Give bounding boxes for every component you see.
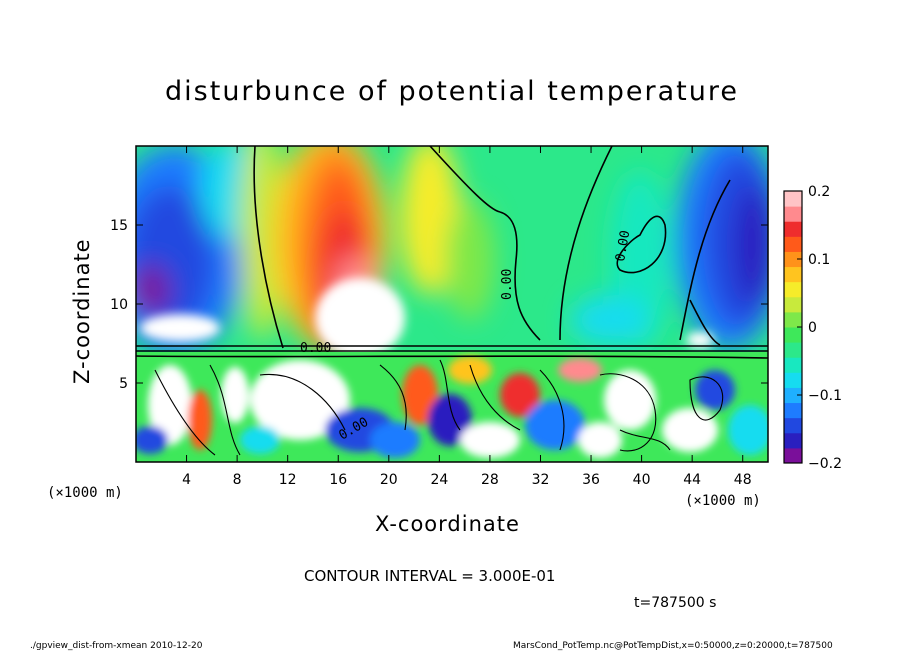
y-axis: 5 10 15 — [110, 218, 768, 392]
colorbar-swatch — [784, 357, 802, 373]
x-tick-label: 32 — [532, 472, 550, 488]
colorbar-swatch — [784, 402, 802, 419]
x-tick-label: 36 — [582, 472, 600, 488]
colorbar-swatch — [784, 417, 802, 434]
colorbar-tick-label: 0 — [808, 320, 817, 336]
contour-label: 0.00 — [300, 341, 331, 356]
colorbar-swatch — [784, 266, 802, 283]
contour-label: 0.00 — [500, 269, 515, 300]
x-tick-label: 40 — [633, 472, 651, 488]
heatmap-field — [136, 146, 768, 462]
colorbar-swatch — [784, 447, 802, 464]
contour-interval: CONTOUR INTERVAL = 3.000E-01 — [304, 567, 556, 585]
contour-label: 0.00 — [613, 229, 633, 262]
colorbar-tick-label: 0.1 — [808, 252, 830, 268]
colorbar-swatch — [784, 296, 802, 313]
x-unit-label-left: (×1000 m) — [47, 485, 123, 501]
x-tick-label: 28 — [481, 472, 499, 488]
colorbar-swatch — [784, 342, 802, 358]
time-label: t=787500 s — [634, 595, 717, 611]
colorbar-swatch — [784, 191, 802, 207]
colorbar: 0.2 0.1 0 −0.1 −0.2 — [783, 184, 842, 472]
colorbar-tick-label: 0.2 — [808, 184, 830, 200]
y-axis-label: Z-coordinate — [70, 238, 94, 384]
colorbar-swatch — [784, 327, 802, 343]
x-unit-label-right: (×1000 m) — [685, 493, 761, 509]
colorbar-swatch — [784, 311, 802, 328]
x-tick-label: 16 — [329, 472, 347, 488]
colorbar-tick-label: −0.2 — [808, 456, 842, 472]
y-tick-label: 5 — [119, 376, 128, 392]
x-tick-label: 8 — [233, 472, 242, 488]
x-tick-label: 48 — [734, 472, 752, 488]
colorbar-swatch — [784, 387, 802, 404]
x-tick-label: 12 — [279, 472, 297, 488]
y-tick-label: 10 — [110, 297, 128, 313]
x-tick-label: 20 — [380, 472, 398, 488]
colorbar-swatch — [784, 281, 802, 298]
footer-script-info: ./gpview_dist-from-xmean 2010-12-20 — [30, 641, 203, 651]
x-tick-label: 4 — [182, 472, 191, 488]
colorbar-swatch — [784, 206, 802, 222]
y-tick-label: 15 — [110, 218, 128, 234]
x-axis-label: X-coordinate — [375, 512, 520, 536]
colorbar-swatch — [784, 432, 802, 449]
x-tick-label: 44 — [683, 472, 701, 488]
colorbar-swatch — [784, 372, 802, 388]
x-axis: 4 8 12 16 20 24 28 32 36 40 44 48 — [182, 146, 752, 488]
chart-title: disturbunce of potential temperature — [165, 76, 739, 107]
colorbar-swatch — [784, 221, 802, 237]
x-tick-label: 24 — [430, 472, 448, 488]
colorbar-tick-label: −0.1 — [808, 388, 842, 404]
footer-data-source: MarsCond_PotTemp.nc@PotTempDist,x=0:5000… — [513, 641, 833, 651]
colorbar-swatch — [784, 236, 802, 252]
colorbar-swatch — [784, 251, 802, 268]
